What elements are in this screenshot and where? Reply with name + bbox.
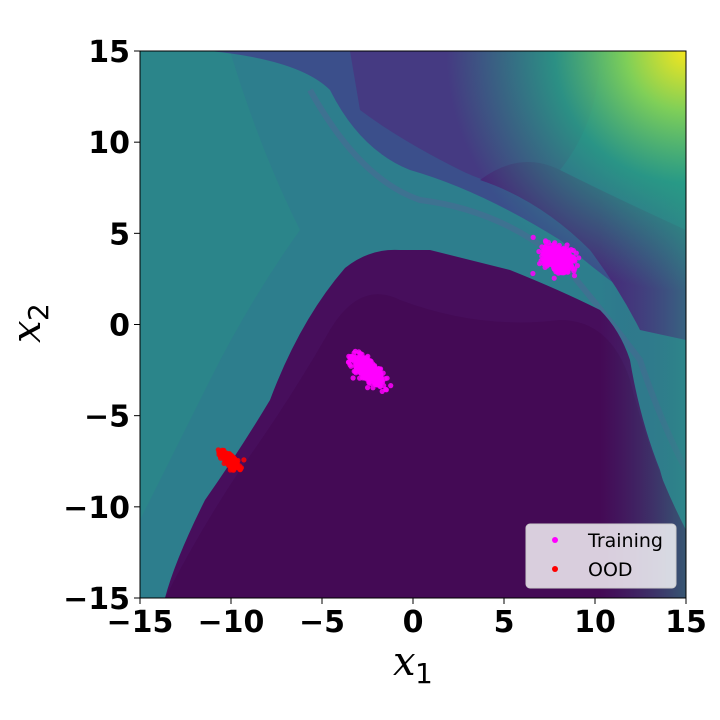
x-tick-label: 0 <box>403 605 424 640</box>
training-point <box>566 262 572 268</box>
training-point <box>555 246 561 252</box>
training-point <box>536 248 542 255</box>
training-point <box>357 351 363 357</box>
x-axis-label-sub: 1 <box>415 657 433 690</box>
y-axis-label: x 2 <box>4 303 55 343</box>
training-point <box>355 357 362 364</box>
training-point <box>538 258 544 264</box>
training-point <box>388 383 394 389</box>
x-tick-label: −15 <box>107 605 174 640</box>
training-point <box>367 369 373 375</box>
training-point <box>368 363 374 369</box>
y-tick-label: 5 <box>109 217 130 252</box>
training-point <box>383 386 389 392</box>
y-tick-label: 15 <box>88 35 130 70</box>
training-point <box>547 245 553 251</box>
x-axis-label-main: x <box>393 639 416 685</box>
x-axis-label: x 1 <box>393 639 433 690</box>
y-axis: −15 −10 −5 0 5 10 15 <box>63 35 140 617</box>
training-point <box>564 242 570 248</box>
y-tick-label: −10 <box>63 491 130 526</box>
ood-point <box>220 448 226 454</box>
training-point <box>576 255 582 261</box>
training-point <box>365 353 371 359</box>
training-point <box>574 263 581 269</box>
x-tick-label: 5 <box>494 605 515 640</box>
training-point <box>365 385 371 391</box>
training-point <box>377 383 383 390</box>
y-axis-label-sub: 2 <box>22 303 55 321</box>
training-point <box>348 353 354 360</box>
y-tick-label: −5 <box>84 400 130 435</box>
training-point <box>548 254 555 260</box>
x-tick-label: −5 <box>299 605 345 640</box>
ood-point <box>225 451 231 457</box>
training-point <box>539 244 545 250</box>
training-point <box>348 363 354 369</box>
y-tick-label: −15 <box>63 582 130 617</box>
training-point <box>345 359 352 365</box>
ood-points <box>215 447 247 473</box>
training-point <box>558 261 564 267</box>
training-point <box>545 239 551 245</box>
training-point <box>558 270 564 276</box>
training-point <box>358 370 364 376</box>
training-point <box>565 269 571 275</box>
training-point <box>543 249 549 255</box>
training-point <box>543 243 549 249</box>
training-points <box>345 234 582 394</box>
x-tick-label: 10 <box>574 605 616 640</box>
legend-training-marker <box>552 537 558 543</box>
ood-point <box>216 449 222 455</box>
ood-point <box>234 462 240 468</box>
training-point <box>350 375 356 381</box>
training-point <box>565 252 571 258</box>
ood-point <box>241 457 247 463</box>
training-point <box>363 373 369 380</box>
training-point <box>573 250 579 256</box>
ood-point <box>220 453 226 459</box>
training-point <box>561 252 567 258</box>
x-tick-label: −10 <box>198 605 265 640</box>
training-point <box>373 371 379 377</box>
training-point <box>552 261 558 267</box>
heatmap-background <box>140 51 686 598</box>
training-point <box>357 364 363 370</box>
training-point <box>364 362 370 368</box>
y-tick-label: 0 <box>109 309 130 344</box>
heatmap-corner-glow <box>140 51 686 598</box>
training-point <box>378 366 384 372</box>
ood-point <box>237 467 243 473</box>
training-point <box>571 273 578 279</box>
legend-ood-marker <box>552 566 558 572</box>
training-point <box>565 246 571 253</box>
y-tick-label: 10 <box>88 126 130 161</box>
x-tick-label: 15 <box>665 605 707 640</box>
ood-point <box>225 456 231 462</box>
training-point <box>570 266 576 272</box>
legend-training-label: Training <box>587 530 663 552</box>
training-point <box>551 241 557 247</box>
legend-box <box>525 523 677 589</box>
x-axis: −15 −10 −5 0 5 10 15 <box>107 598 707 640</box>
training-point <box>352 348 358 354</box>
training-point <box>530 234 536 240</box>
training-point <box>551 275 557 281</box>
training-point <box>379 378 385 384</box>
y-axis-label-main: x <box>4 320 50 343</box>
legend: Training OOD <box>525 523 677 589</box>
training-point <box>353 370 359 376</box>
legend-ood-label: OOD <box>588 559 633 581</box>
training-point <box>366 379 372 385</box>
training-point <box>530 270 536 277</box>
training-point <box>556 242 562 248</box>
